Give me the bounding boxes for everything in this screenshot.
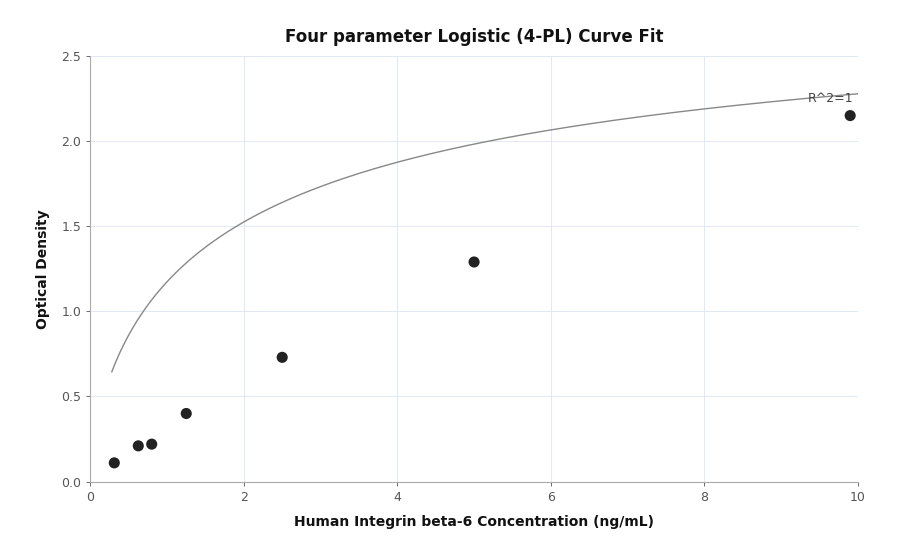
Point [466, 258, 481, 267]
Point [144, 440, 159, 449]
Point [274, 353, 289, 362]
X-axis label: Human Integrin beta-6 Concentration (ng/mL): Human Integrin beta-6 Concentration (ng/… [294, 515, 653, 529]
Point [179, 409, 193, 418]
Text: R^2=1: R^2=1 [807, 92, 852, 105]
Point [842, 111, 857, 120]
Point [107, 459, 122, 468]
Y-axis label: Optical Density: Optical Density [36, 209, 51, 329]
Title: Four parameter Logistic (4-PL) Curve Fit: Four parameter Logistic (4-PL) Curve Fit [284, 28, 663, 46]
Point [131, 441, 145, 450]
